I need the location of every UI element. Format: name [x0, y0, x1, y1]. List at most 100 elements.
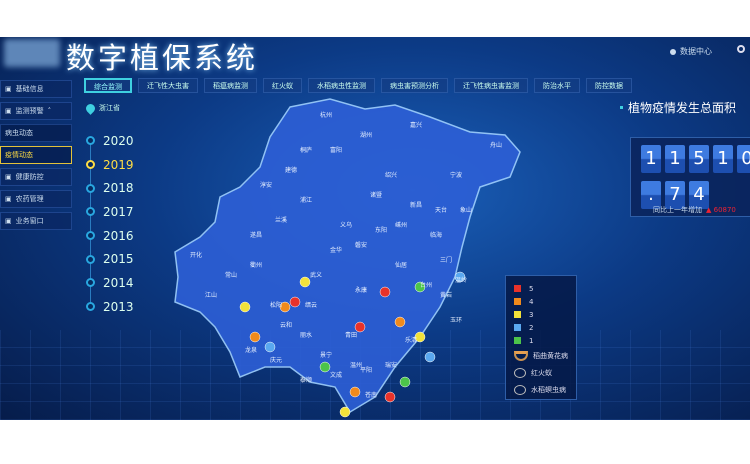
- map-region-label[interactable]: 桐庐: [300, 146, 312, 154]
- map-region-label[interactable]: 遂昌: [250, 231, 262, 239]
- pie-marker[interactable]: [289, 296, 301, 308]
- year-item-2019[interactable]: 2019: [86, 153, 134, 177]
- pie-marker[interactable]: [424, 351, 436, 363]
- pie-marker[interactable]: [349, 386, 361, 398]
- map-region-label[interactable]: 常山: [225, 271, 237, 279]
- tab-0[interactable]: 综合监测: [84, 78, 132, 93]
- map-region-label[interactable]: 绍兴: [385, 171, 397, 179]
- map-region-label[interactable]: 江山: [205, 291, 217, 299]
- map-region-label[interactable]: 嵊州: [395, 221, 407, 229]
- map-region-label[interactable]: 乐清: [405, 336, 417, 344]
- legend-icon-item[interactable]: 稻曲黄花病: [514, 347, 568, 364]
- map-region-label[interactable]: 临海: [430, 231, 442, 239]
- year-item-2020[interactable]: 2020: [86, 129, 134, 153]
- tab-5[interactable]: 病虫害预测分析: [381, 78, 448, 93]
- legend-level-4[interactable]: 4: [514, 295, 568, 308]
- map-region-label[interactable]: 龙泉: [245, 346, 257, 354]
- map-region-label[interactable]: 三门: [440, 256, 452, 264]
- map-region-label[interactable]: 松阳: [270, 301, 282, 309]
- legend-level-5[interactable]: 5: [514, 282, 568, 295]
- pie-marker[interactable]: [319, 361, 331, 373]
- map-region-label[interactable]: 黄岩: [440, 291, 452, 299]
- tab-3[interactable]: 红火蚁: [263, 78, 302, 93]
- year-item-2017[interactable]: 2017: [86, 200, 134, 224]
- year-item-2013[interactable]: 2013: [86, 295, 134, 319]
- pie-marker[interactable]: [279, 301, 291, 313]
- tab-2[interactable]: 稻瘟病监测: [204, 78, 257, 93]
- sidebar-item-0[interactable]: ▣ 基础信息: [0, 80, 72, 98]
- pie-marker[interactable]: [299, 276, 311, 288]
- map-region-label[interactable]: 武义: [310, 271, 322, 279]
- map-region-label[interactable]: 淳安: [260, 181, 272, 189]
- map-region-label[interactable]: 文成: [330, 371, 342, 379]
- legend-icon-item[interactable]: 水稻螟虫病: [514, 381, 568, 398]
- map-region-label[interactable]: 景宁: [320, 351, 332, 359]
- map-region-label[interactable]: 庆元: [270, 356, 282, 364]
- map-region-label[interactable]: 象山: [460, 206, 472, 214]
- map-region-label[interactable]: 诸暨: [370, 191, 382, 199]
- pie-marker[interactable]: [394, 316, 406, 328]
- pie-marker[interactable]: [454, 271, 466, 283]
- map-region-label[interactable]: 衢州: [250, 261, 262, 269]
- map-region-label[interactable]: 磐安: [355, 241, 367, 249]
- map-region-label[interactable]: 金华: [330, 246, 342, 254]
- pie-marker[interactable]: [414, 281, 426, 293]
- sidebar-item-2[interactable]: 病虫动态: [0, 124, 72, 142]
- map-region-label[interactable]: 青田: [345, 331, 357, 339]
- tab-6[interactable]: 迁飞性病虫害监测: [454, 78, 528, 93]
- map-region-label[interactable]: 新昌: [410, 201, 422, 209]
- tab-8[interactable]: 防控数据: [586, 78, 632, 93]
- map-region-label[interactable]: 永康: [355, 286, 367, 294]
- map-region-label[interactable]: 东阳: [375, 226, 387, 234]
- map-region-label[interactable]: 天台: [435, 206, 447, 214]
- map-region-label[interactable]: 浦江: [300, 196, 312, 204]
- legend-icon-item[interactable]: 红火蚁: [514, 364, 568, 381]
- tab-1[interactable]: 迁飞性大虫害: [138, 78, 198, 93]
- tab-7[interactable]: 防治水平: [534, 78, 580, 93]
- map-region-label[interactable]: 平阳: [360, 366, 372, 374]
- map-region-label[interactable]: 台州: [420, 281, 432, 289]
- legend-level-3[interactable]: 3: [514, 308, 568, 321]
- map-region-label[interactable]: 温岭: [455, 276, 467, 284]
- map-region-label[interactable]: 瑞安: [385, 361, 397, 369]
- year-item-2016[interactable]: 2016: [86, 224, 134, 248]
- map-region-label[interactable]: 舟山: [490, 141, 502, 149]
- tab-4[interactable]: 水稻病虫性监测: [308, 78, 375, 93]
- map-region-label[interactable]: 嘉兴: [410, 121, 422, 129]
- map-region-label[interactable]: 湖州: [360, 131, 372, 139]
- pie-marker[interactable]: [264, 341, 276, 353]
- map-region-label[interactable]: 杭州: [320, 111, 332, 119]
- year-item-2014[interactable]: 2014: [86, 271, 134, 295]
- map-region-label[interactable]: 富阳: [330, 146, 342, 154]
- map-region-label[interactable]: 温州: [350, 361, 362, 369]
- pie-marker[interactable]: [249, 331, 261, 343]
- map-region-label[interactable]: 玉环: [450, 317, 462, 324]
- sidebar-item-3[interactable]: 疫情动态: [0, 146, 72, 164]
- map-region-label[interactable]: 宁波: [450, 171, 462, 179]
- pie-marker[interactable]: [399, 376, 411, 388]
- legend-level-2[interactable]: 2: [514, 321, 568, 334]
- year-item-2018[interactable]: 2018: [86, 176, 134, 200]
- map-region-label[interactable]: 云和: [280, 321, 292, 329]
- map-region-label[interactable]: 开化: [190, 251, 202, 259]
- map-region-label[interactable]: 建德: [285, 166, 297, 174]
- pie-marker[interactable]: [414, 331, 426, 343]
- sidebar-item-1[interactable]: ▣ 监测预警 ˄: [0, 102, 72, 120]
- pie-marker[interactable]: [384, 391, 396, 403]
- map-region-label[interactable]: 丽水: [300, 331, 312, 339]
- pie-marker[interactable]: [339, 406, 351, 418]
- pie-marker[interactable]: [354, 321, 366, 333]
- map-region-label[interactable]: 义乌: [340, 221, 352, 229]
- sidebar-item-5[interactable]: ▣ 农药管理: [0, 190, 72, 208]
- map-region-label[interactable]: 兰溪: [275, 216, 287, 224]
- data-center-link[interactable]: 数据中心: [670, 46, 712, 57]
- map-region-label[interactable]: 苍南: [365, 391, 377, 399]
- location-selector[interactable]: 浙江省: [84, 101, 120, 115]
- sidebar-item-4[interactable]: ▣ 健康防控: [0, 168, 72, 186]
- map-region-label[interactable]: 泰顺: [300, 376, 312, 384]
- legend-level-1[interactable]: 1: [514, 334, 568, 347]
- settings-icon[interactable]: [737, 45, 745, 53]
- sidebar-item-6[interactable]: ▣ 业务窗口: [0, 212, 72, 230]
- map-region-label[interactable]: 仙居: [395, 261, 407, 269]
